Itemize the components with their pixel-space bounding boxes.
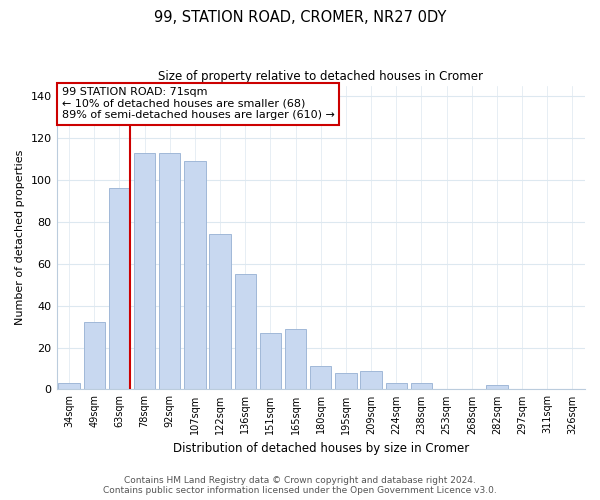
Bar: [209, 234, 231, 390]
Bar: [109, 188, 130, 390]
Bar: [361, 370, 382, 390]
X-axis label: Distribution of detached houses by size in Cromer: Distribution of detached houses by size …: [173, 442, 469, 455]
Bar: [310, 366, 331, 390]
Bar: [285, 328, 307, 390]
Bar: [386, 383, 407, 390]
Bar: [260, 333, 281, 390]
Text: Contains HM Land Registry data © Crown copyright and database right 2024.
Contai: Contains HM Land Registry data © Crown c…: [103, 476, 497, 495]
Bar: [411, 383, 432, 390]
Bar: [83, 322, 105, 390]
Bar: [184, 161, 206, 390]
Bar: [486, 385, 508, 390]
Text: 99 STATION ROAD: 71sqm
← 10% of detached houses are smaller (68)
89% of semi-det: 99 STATION ROAD: 71sqm ← 10% of detached…: [62, 87, 335, 120]
Bar: [58, 383, 80, 390]
Bar: [235, 274, 256, 390]
Y-axis label: Number of detached properties: Number of detached properties: [15, 150, 25, 325]
Title: Size of property relative to detached houses in Cromer: Size of property relative to detached ho…: [158, 70, 483, 83]
Bar: [159, 152, 181, 390]
Text: 99, STATION ROAD, CROMER, NR27 0DY: 99, STATION ROAD, CROMER, NR27 0DY: [154, 10, 446, 25]
Bar: [134, 152, 155, 390]
Bar: [335, 372, 356, 390]
